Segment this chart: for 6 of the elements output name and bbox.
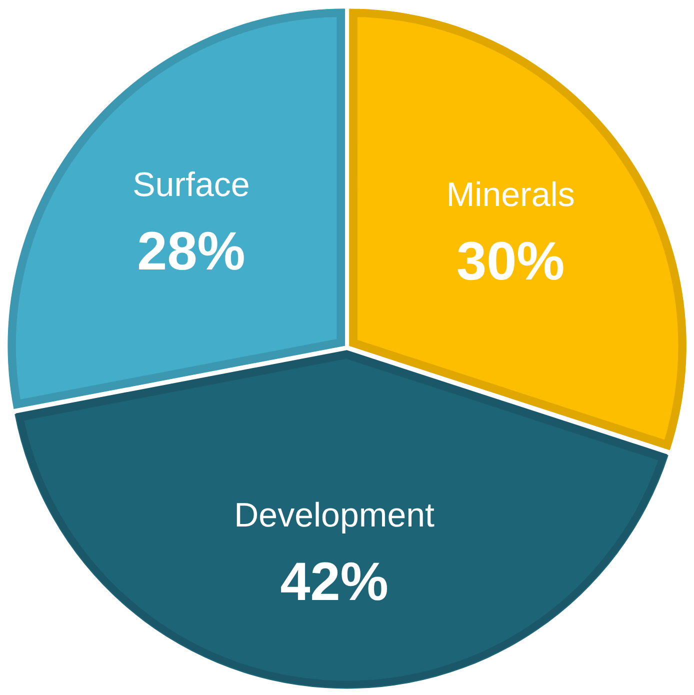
slice-label: Minerals: [446, 176, 575, 214]
data-label: 30%: [456, 232, 565, 292]
data-label: 42%: [280, 552, 388, 612]
slice-label: Surface: [132, 166, 250, 204]
slice-label: Development: [234, 496, 436, 535]
data-label: 28%: [137, 222, 246, 282]
